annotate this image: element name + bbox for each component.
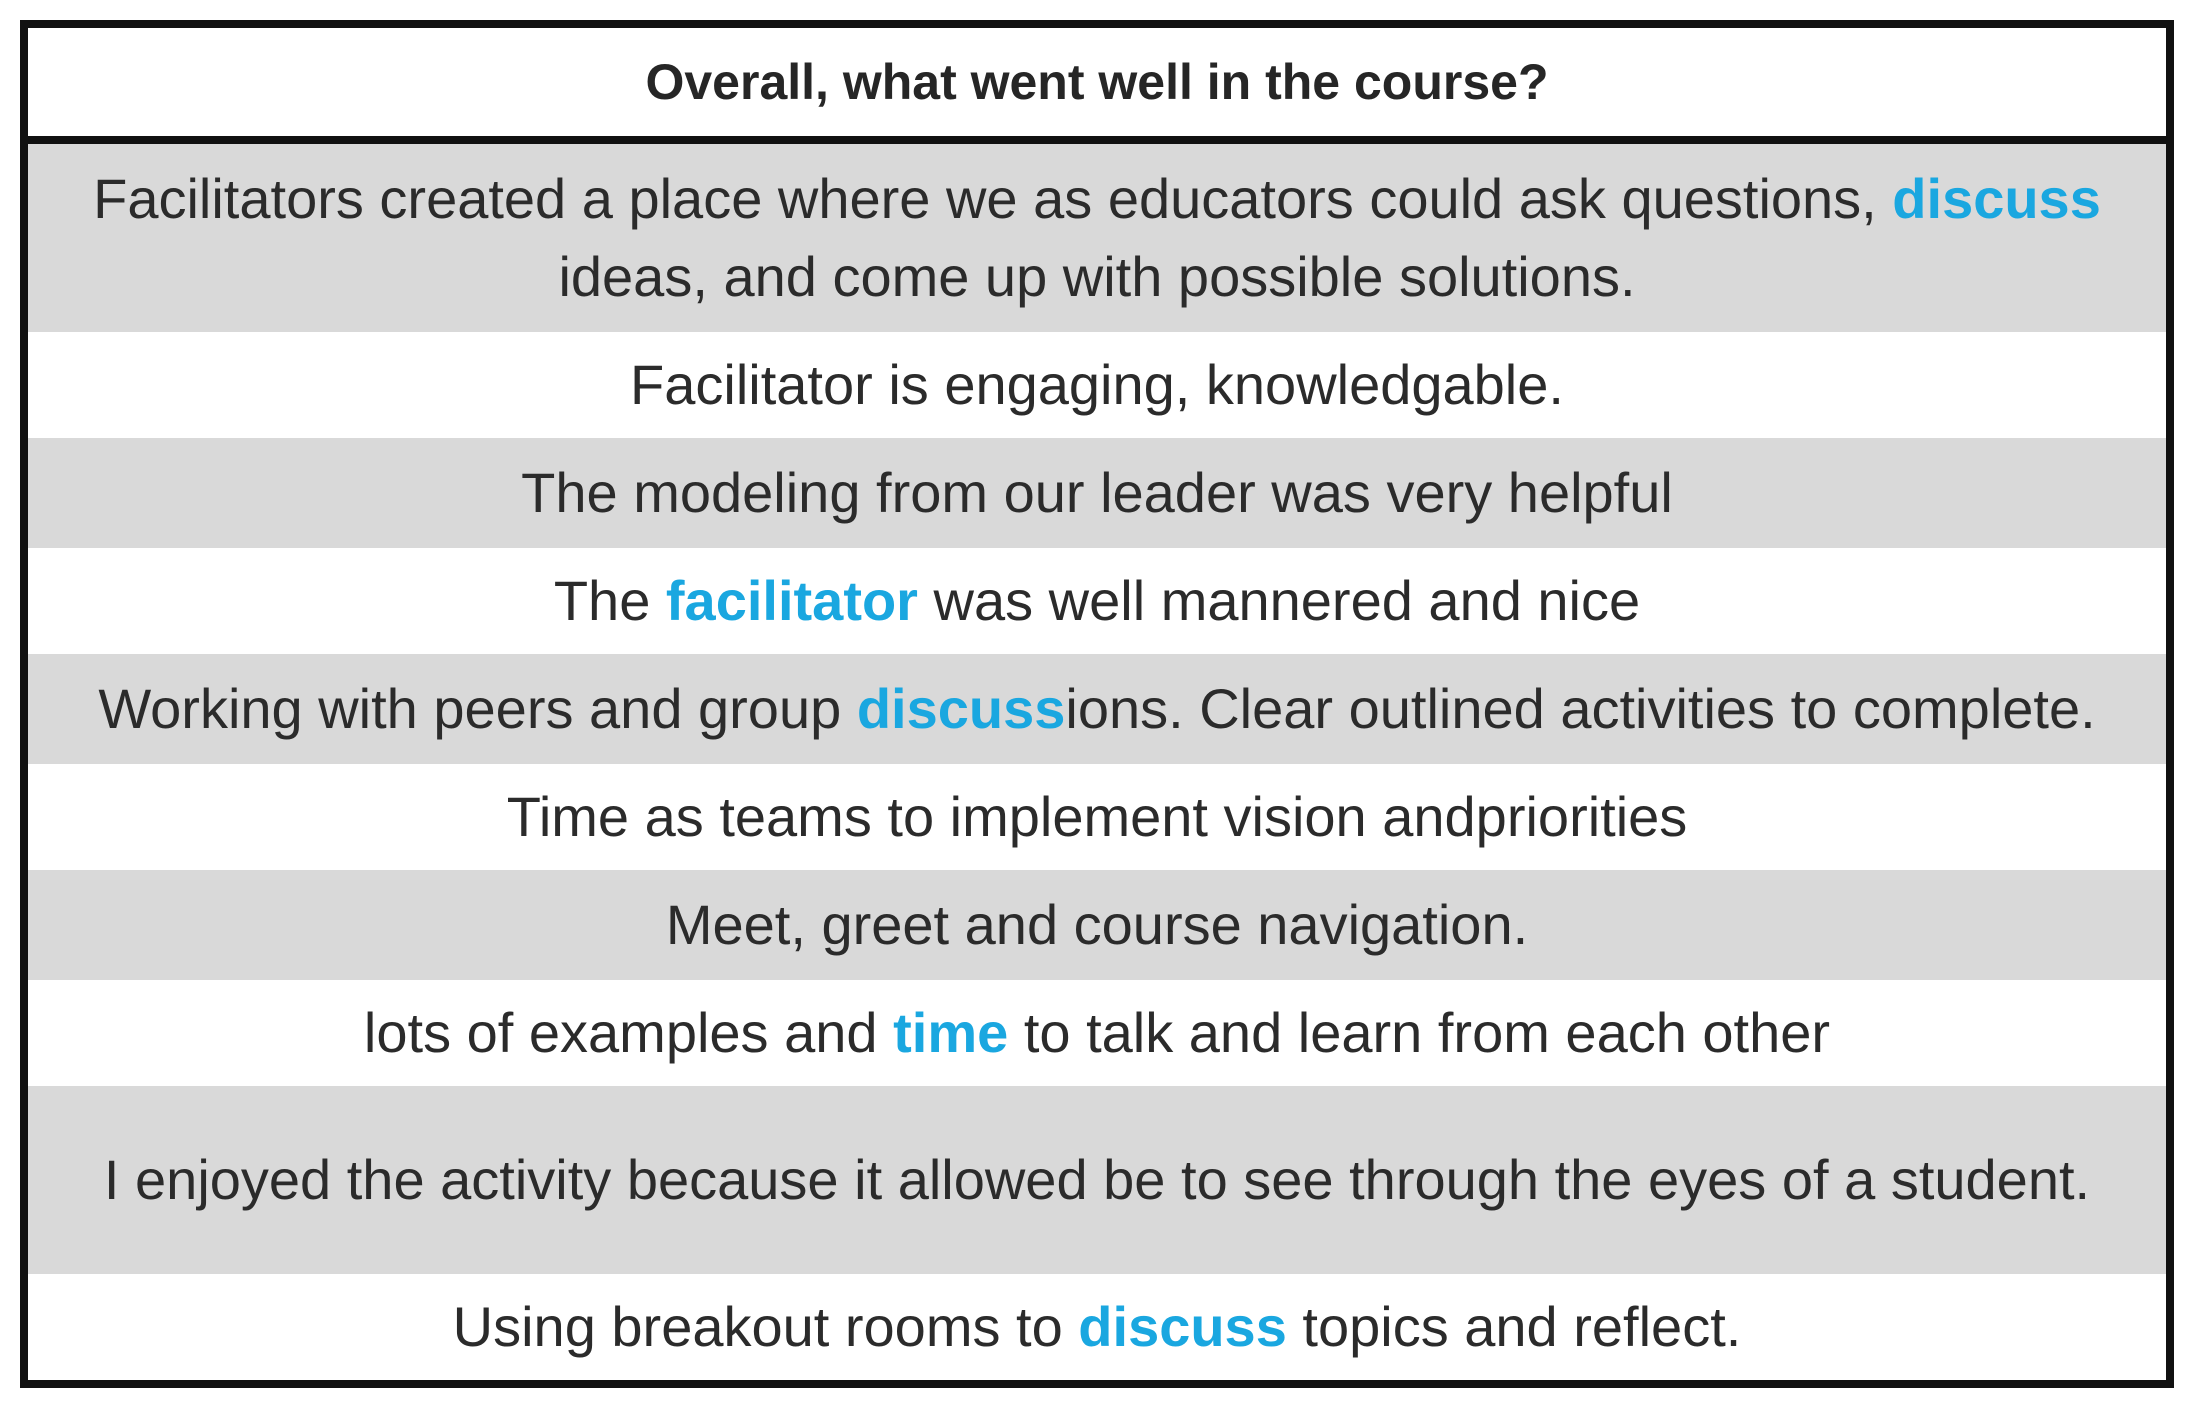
table-row: Working with peers and group discussions…	[28, 654, 2166, 764]
highlighted-keyword: discuss	[1078, 1295, 1287, 1358]
row-text-segment: Using breakout rooms to	[452, 1295, 1079, 1358]
table-row: Facilitator is engaging, knowledgable.	[28, 332, 2166, 438]
row-text-segment: ions. Clear outlined activities to compl…	[1065, 677, 2096, 740]
row-text: Time as teams to implement vision andpri…	[507, 778, 1688, 856]
row-text-segment: Working with peers and group	[98, 677, 857, 740]
row-text: lots of examples and time to talk and le…	[364, 994, 1830, 1072]
row-text-segment: Time as teams to implement vision andpri…	[506, 785, 1688, 848]
row-text-segment: ideas, and come up with possible solutio…	[558, 245, 1636, 308]
highlighted-keyword: time	[893, 1001, 1009, 1064]
row-text-segment: The	[553, 569, 666, 632]
table-body: Facilitators created a place where we as…	[28, 144, 2166, 1380]
table-row: Using breakout rooms to discuss topics a…	[28, 1274, 2166, 1380]
table-header: Overall, what went well in the course?	[28, 28, 2166, 144]
highlighted-keyword: discuss	[856, 677, 1066, 740]
table-row: Time as teams to implement vision andpri…	[28, 764, 2166, 870]
row-text-segment: to talk and learn from each other	[1008, 1001, 1831, 1064]
row-text: The modeling from our leader was very he…	[521, 454, 1673, 532]
row-text: I enjoyed the activity because it allowe…	[104, 1141, 2090, 1219]
feedback-table: Overall, what went well in the course? F…	[20, 20, 2174, 1388]
table-row: Meet, greet and course navigation.	[28, 870, 2166, 980]
row-text: Using breakout rooms to discuss topics a…	[453, 1288, 1742, 1366]
row-text-segment: lots of examples and	[363, 1001, 894, 1064]
table-row: Facilitators created a place where we as…	[28, 144, 2166, 332]
row-text-segment: Facilitator is engaging, knowledgable.	[630, 353, 1564, 416]
row-text: Facilitator is engaging, knowledgable.	[630, 346, 1564, 424]
table-title: Overall, what went well in the course?	[645, 54, 1549, 110]
row-text-segment: I enjoyed the activity because it allowe…	[103, 1148, 2091, 1211]
row-text: Facilitators created a place where we as…	[58, 160, 2136, 316]
row-text: Working with peers and group discussions…	[98, 670, 2095, 748]
row-text-segment: Facilitators created a place where we as…	[93, 167, 1893, 230]
table-row: The modeling from our leader was very he…	[28, 438, 2166, 548]
row-text-segment: topics and reflect.	[1286, 1295, 1742, 1358]
row-text: Meet, greet and course navigation.	[666, 886, 1528, 964]
row-text-segment: was well mannered and nice	[917, 569, 1641, 632]
row-text-segment: Meet, greet and course navigation.	[665, 893, 1529, 956]
row-text: The facilitator was well mannered and ni…	[554, 562, 1640, 640]
table-row: lots of examples and time to talk and le…	[28, 980, 2166, 1086]
highlighted-keyword: facilitator	[665, 569, 918, 632]
table-row: I enjoyed the activity because it allowe…	[28, 1086, 2166, 1274]
highlighted-keyword: discuss	[1892, 167, 2101, 230]
row-text-segment: The modeling from our leader was very he…	[521, 461, 1673, 524]
table-row: The facilitator was well mannered and ni…	[28, 548, 2166, 654]
